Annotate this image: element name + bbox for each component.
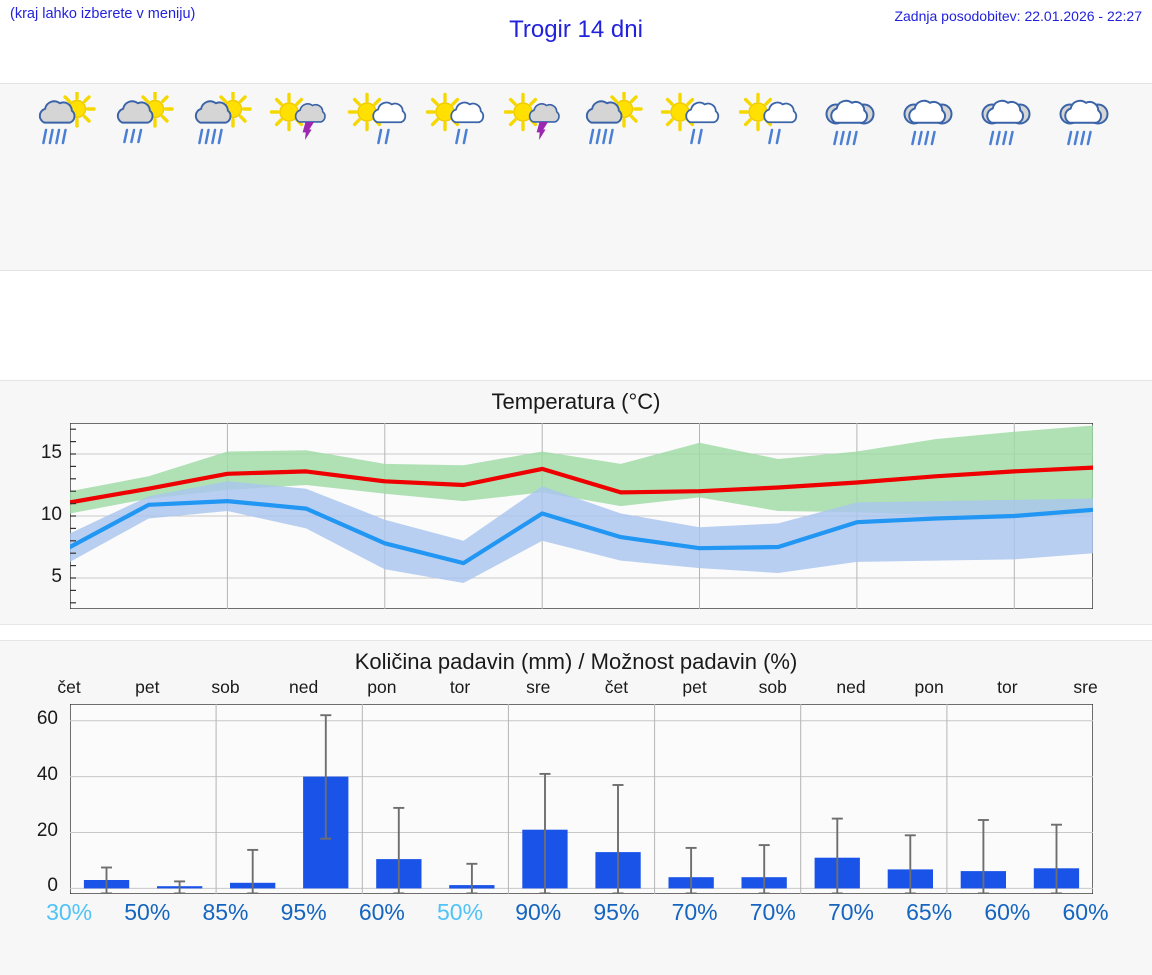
precipitation-probability: 50% [124,899,171,925]
overcast-rain-icon [1046,92,1124,148]
precipitation-probability: 50% [437,899,484,925]
day-column[interactable] [265,84,343,270]
day-column[interactable] [186,84,264,270]
precipitation-day-label: ned [289,677,319,697]
precipitation-day-label: sob [758,677,787,697]
day-column[interactable] [1046,84,1124,270]
day-column[interactable] [656,84,734,270]
precipitation-svg [69,703,1094,895]
sun-cloud-rain-icon [108,92,186,148]
page-header: (kraj lahko izberete v meniju) Trogir 14… [0,0,1152,62]
precipitation-probability: 30% [46,899,93,925]
precipitation-probability: 60% [1062,899,1109,925]
precipitation-day-label: ned [836,677,866,697]
precipitation-day-label: pet [682,677,707,697]
location-menu-hint: (kraj lahko izberete v meniju) [10,6,196,22]
precipitation-probability: 85% [202,899,249,925]
precipitation-chart-section: Količina padavin (mm) / Možnost padavin … [0,640,1152,975]
temperature-y-tick-label: 15 [40,442,62,463]
day-column[interactable] [421,84,499,270]
precipitation-day-label: čet [604,677,629,697]
precipitation-probability: 95% [280,899,327,925]
temperature-y-tick-label: 10 [40,504,62,525]
sun-cloud-light-rain-icon [656,92,734,148]
precipitation-probability-row: 30% 50% 85% 95% 60% 50% 90% 95% 70% 70% 70% 65% 60% 6… [0,899,1152,933]
day-column[interactable] [734,84,812,270]
temperature-plot [67,422,1096,610]
precipitation-day-label: sre [1073,677,1098,697]
precipitation-probability: 65% [906,899,953,925]
precipitation-day-label: čet [57,677,81,697]
precipitation-y-tick-label: 40 [36,763,58,785]
sun-cloud-light-rain-icon [421,92,499,148]
day-column[interactable] [968,84,1046,270]
day-column[interactable] [890,84,968,270]
sun-cloud-light-rain-icon [734,92,812,148]
precipitation-day-label: sre [526,677,551,697]
precipitation-probability: 60% [358,899,405,925]
day-column[interactable] [812,84,890,270]
precipitation-day-label: sob [211,677,240,697]
sun-cloud-heavy-rain-icon [30,92,108,148]
last-updated-label: Zadnja posodobitev: 22.01.2026 - 22:27 [894,8,1142,24]
sun-cloud-heavy-rain-icon [577,92,655,148]
day-column[interactable] [343,84,421,270]
precipitation-y-tick-label: 60 [36,707,58,729]
overcast-rain-icon [812,92,890,148]
precipitation-probability: 60% [984,899,1031,925]
precipitation-plot [69,703,1094,975]
precipitation-probability: 95% [593,899,640,925]
temperature-chart-title: Temperatura (°C) [491,389,661,414]
temperature-y-tick-label: 5 [51,566,62,587]
day-column[interactable] [499,84,577,270]
page-title: Trogir 14 dni [509,16,643,43]
precipitation-day-label: tor [449,677,471,697]
sun-cloud-light-rain-icon [343,92,421,148]
precipitation-day-label: pet [135,677,160,697]
precipitation-day-labels: čet pet sob ned pon tor sre čet pet sob ned pon tor s… [0,677,1152,699]
precipitation-chart-title: Količina padavin (mm) / Možnost padavin … [354,649,798,674]
precipitation-probability: 70% [749,899,796,925]
day-column[interactable] [30,84,108,270]
day-column[interactable] [108,84,186,270]
precipitation-day-label: tor [997,677,1018,697]
precipitation-probability: 90% [515,899,562,925]
overcast-rain-icon [890,92,968,148]
sun-cloud-heavy-rain-icon [186,92,264,148]
temperature-svg [67,422,1096,610]
day-column[interactable] [577,84,655,270]
daily-forecast-strip [0,83,1152,271]
precipitation-probability: 70% [827,899,874,925]
sun-thunderstorm-icon [265,92,343,148]
sun-thunderstorm-icon [499,92,577,148]
precipitation-day-label: pon [367,677,397,697]
precipitation-y-tick-label: 0 [47,875,58,897]
precipitation-probability: 70% [671,899,718,925]
precipitation-day-label: pon [914,677,944,697]
overcast-rain-icon [968,92,1046,148]
precipitation-y-tick-label: 20 [36,819,58,841]
